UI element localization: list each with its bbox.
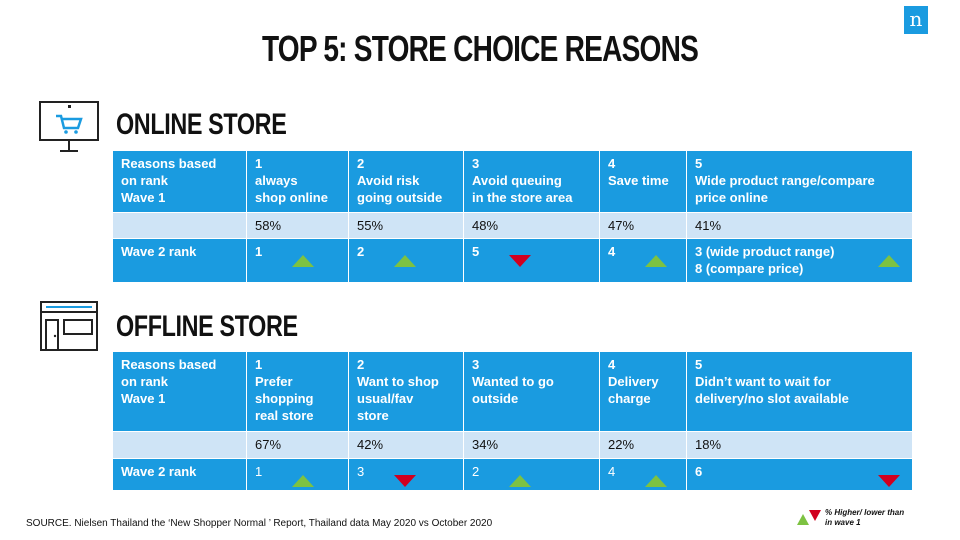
trend-up-arrow-icon	[645, 255, 667, 267]
offline-store-table: Reasons based on rank Wave 1 1 Prefer shoppi…	[112, 351, 913, 491]
offline-percent-cell: 18%	[686, 431, 913, 459]
legend-down-arrow-icon	[809, 510, 821, 521]
online-header-cell: 3 Avoid queuing in the store area	[463, 150, 600, 213]
online-wave2-row: Wave 2 rank 1 2 5 4 3 (wide product rang…	[112, 238, 913, 283]
offline-wave2-cell: Wave 2 rank	[112, 458, 247, 491]
source-note: SOURCE. Nielsen Thailand the ‘New Shoppe…	[26, 518, 493, 529]
online-percent-cell: 58%	[246, 212, 349, 239]
online-store-table: Reasons based on rank Wave 1 1 always shop o…	[112, 150, 913, 283]
trend-up-arrow-icon	[394, 255, 416, 267]
online-header-cell: 5 Wide product range/compare price online	[686, 150, 913, 213]
offline-header-cell: 3 Wanted to go outside	[463, 351, 600, 432]
trend-up-arrow-icon	[878, 255, 900, 267]
offline-wave2-cell: 6	[686, 458, 913, 491]
offline-header-cell: 5 Didn’t want to wait for delivery/no slot…	[686, 351, 913, 432]
offline-header-cell: 2 Want to shop usual/fav store	[348, 351, 464, 432]
online-wave2-cell: 3 (wide product range) 8 (compare price)	[686, 238, 913, 283]
offline-percent-cell: 42%	[348, 431, 464, 459]
trend-down-arrow-icon	[509, 255, 531, 267]
trend-up-arrow-icon	[509, 475, 531, 487]
offline-percent-cell: 67%	[246, 431, 349, 459]
offline-wave2-cell: 1	[246, 458, 349, 491]
online-header-row: Reasons based on rank Wave 1 1 always shop o…	[112, 150, 913, 213]
online-wave2-cell: 5	[463, 238, 600, 283]
storefront-icon	[40, 301, 98, 351]
online-percent-row: 58% 55% 48% 47% 41%	[112, 212, 913, 239]
page-title: TOP 5: STORE CHOICE REASONS	[261, 28, 699, 69]
offline-store-heading: OFFLINE STORE	[116, 310, 298, 343]
online-wave2-cell: Wave 2 rank	[112, 238, 247, 283]
nielsen-logo: n	[904, 6, 928, 34]
offline-percent-cell	[112, 431, 247, 459]
legend-up-arrow-icon	[797, 514, 809, 525]
online-wave2-cell: 4	[599, 238, 687, 283]
online-percent-cell: 47%	[599, 212, 687, 239]
legend-text: % Higher/ lower than in wave 1	[825, 508, 905, 527]
trend-up-arrow-icon	[292, 255, 314, 267]
offline-header-cell: 4 Delivery charge	[599, 351, 687, 432]
online-header-cell: 4 Save time	[599, 150, 687, 213]
offline-wave2-cell: 3	[348, 458, 464, 491]
offline-wave2-cell: 4	[599, 458, 687, 491]
monitor-cart-icon	[39, 101, 99, 152]
online-percent-cell: 48%	[463, 212, 600, 239]
offline-percent-row: 67% 42% 34% 22% 18%	[112, 431, 913, 459]
offline-header-cell: 1 Prefer shopping real store	[246, 351, 349, 432]
offline-percent-cell: 34%	[463, 431, 600, 459]
online-percent-cell: 55%	[348, 212, 464, 239]
trend-down-arrow-icon	[394, 475, 416, 487]
online-header-cell: 2 Avoid risk going outside	[348, 150, 464, 213]
trend-down-arrow-icon	[878, 475, 900, 487]
offline-header-cell: Reasons based on rank Wave 1	[112, 351, 247, 432]
online-header-cell: Reasons based on rank Wave 1	[112, 150, 247, 213]
offline-percent-cell: 22%	[599, 431, 687, 459]
offline-header-row: Reasons based on rank Wave 1 1 Prefer shoppi…	[112, 351, 913, 432]
online-header-cell: 1 always shop online	[246, 150, 349, 213]
online-percent-cell: 41%	[686, 212, 913, 239]
trend-up-arrow-icon	[645, 475, 667, 487]
trend-up-arrow-icon	[292, 475, 314, 487]
offline-wave2-cell: 2	[463, 458, 600, 491]
online-percent-cell	[112, 212, 247, 239]
online-wave2-cell: 2	[348, 238, 464, 283]
offline-wave2-row: Wave 2 rank 1 3 2 4 6	[112, 458, 913, 491]
online-wave2-cell: 1	[246, 238, 349, 283]
online-store-heading: ONLINE STORE	[116, 108, 287, 141]
